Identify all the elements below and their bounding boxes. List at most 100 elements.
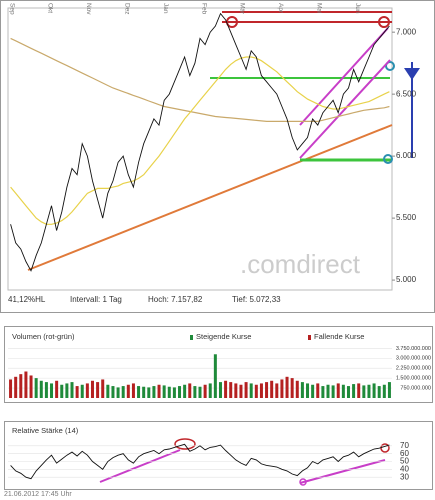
volume-bar [19,374,23,398]
x-tick-label: Okt [47,3,54,13]
volume-bar [137,386,141,398]
volume-bar [55,380,59,398]
volume-bar [70,382,74,398]
marker-circle [385,61,395,71]
x-tick-label: Mai [315,3,322,13]
volume-bar [387,382,391,398]
trend-line [27,124,393,271]
y-tick-label: 5.500 [396,213,417,222]
annotation: 41,12%HL [8,295,46,304]
legend-swatch [308,335,311,340]
annotation-drawings [27,11,420,486]
y-tick-label: 750.000.000 [400,386,431,392]
y-tick-label: 1.500.000.000 [396,376,431,382]
volume-bar [198,386,202,398]
volume-bar [234,383,238,398]
x-tick-label: Mär [239,3,246,15]
x-tick-label: Jun [354,3,361,14]
volume-bar [362,385,366,398]
volume-bar [254,384,258,398]
volume-bar [311,384,315,398]
volume-bar [44,382,48,398]
rsi-trend-line [99,449,181,483]
volume-bar [213,354,217,398]
channel-line [299,27,389,126]
volume-bar [331,385,335,398]
y-tick-label: 2.250.000.000 [396,366,431,372]
x-tick-label: Feb [200,3,207,15]
volume-bar [193,386,197,398]
volume-bar [60,384,64,398]
legend-swatch [190,335,193,340]
annotation: Tief: 5.072,33 [232,295,281,304]
y-tick-label: 50 [400,457,409,466]
volume-bar [147,387,151,398]
rsi-panel [4,421,433,490]
marker-circle [299,478,307,486]
series-line [10,12,390,272]
legend-label: Steigende Kurse [196,332,251,341]
channel-line [299,59,391,159]
volume-bar [367,384,371,398]
y-tick-label: 70 [400,441,409,450]
arrow-head [404,68,420,80]
volume-bar [295,380,299,398]
volume-bar [265,382,269,398]
marker-circle [226,16,238,28]
volume-bar [382,384,386,398]
volume-bar [178,386,182,398]
volume-bar [372,383,376,398]
volume-bar [142,386,146,398]
volume-bar [270,380,274,398]
volume-bar [321,386,325,398]
volume-bar [208,383,212,398]
x-tick-label: Jan [162,3,169,14]
watermark: .comdirect [240,249,361,279]
y-tick-label: 60 [400,449,409,458]
volume-bar [280,379,284,398]
volume-bar [183,384,187,398]
volume-bar [111,386,115,398]
volume-bar [218,382,222,398]
y-tick-label: 30 [400,472,409,481]
y-tick-label: 40 [400,464,409,473]
volume-bar [203,384,207,398]
volume-bar [131,383,135,398]
volume-bar [96,382,100,398]
volume-bar [152,386,156,398]
volume-bar [188,383,192,398]
series-line [10,56,390,225]
legend-label: Fallende Kurse [314,332,364,341]
volume-panel [4,326,433,403]
y-tick-label: 5.000 [396,275,417,284]
x-tick-label: Dez [123,3,130,15]
x-tick-label: Sep [8,3,15,15]
volume-bar [357,383,361,398]
volume-bar [316,383,320,398]
volume-bar [75,386,79,398]
volume-bar [106,384,110,398]
volume-bar [290,378,294,398]
volume-bar [285,376,289,398]
volume-bar [24,371,28,398]
volume-bar [85,383,89,398]
x-tick-label: Nov [85,3,92,15]
y-tick-label: 3.000.000.000 [396,356,431,362]
volume-bar [39,380,43,398]
volume-bar [167,386,171,398]
annotation: Hoch: 7.157,82 [148,295,203,304]
volume-bar [65,383,69,398]
volume-bar [239,384,243,398]
volume-bar [352,384,356,398]
volume-bar [157,384,161,398]
series-line [10,443,390,480]
volume-bar [9,379,13,398]
annotation: Intervall: 1 Tag [70,295,122,304]
volume-bar [126,384,130,398]
marker-circle [378,16,390,28]
volume-bar [306,383,310,398]
volume-bar [90,380,94,398]
volume-bar [275,383,279,398]
volume-bar [172,387,176,398]
